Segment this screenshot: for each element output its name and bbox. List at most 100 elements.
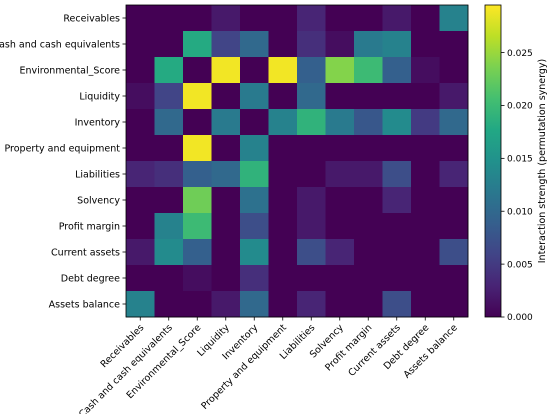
heatmap-cell xyxy=(382,291,412,318)
heatmap-cell xyxy=(439,291,469,318)
heatmap-cell xyxy=(268,213,298,240)
heatmap-cell xyxy=(240,161,269,188)
heatmap-cell xyxy=(297,31,326,58)
heatmap-cell xyxy=(240,109,269,136)
heatmap-cell xyxy=(183,187,212,214)
y-tick-label: Debt degree xyxy=(61,274,120,285)
heatmap-cell xyxy=(411,161,440,188)
heatmap-cell xyxy=(439,109,469,136)
colorbar-gradient xyxy=(484,4,502,318)
heatmap-cell xyxy=(411,291,440,318)
heatmap-cell xyxy=(183,5,212,32)
heatmap-cell xyxy=(354,135,383,162)
heatmap-cell xyxy=(411,239,440,266)
y-tick-label: Property and equipment xyxy=(4,144,120,155)
heatmap-cell xyxy=(154,57,184,84)
heatmap-cell xyxy=(325,5,355,32)
heatmap-cell xyxy=(126,83,155,110)
heatmap-cell xyxy=(297,161,326,188)
heatmap-cell xyxy=(240,213,269,240)
heatmap-cell xyxy=(354,187,383,214)
y-tick-label: Environmental_Score xyxy=(20,66,121,77)
colorbar-tick-label: 0.025 xyxy=(507,49,533,59)
heatmap-cell xyxy=(268,109,298,136)
heatmap-cell xyxy=(354,57,383,84)
heatmap-cell xyxy=(439,265,469,292)
x-tick-label: Assets balance xyxy=(402,322,460,380)
heatmap-cell xyxy=(240,291,269,318)
colorbar: 0.000 0.005 0.010 0.015 0.020 0.025 Interacti… xyxy=(484,4,548,323)
heatmap-cell xyxy=(325,291,355,318)
heatmap-cell xyxy=(240,135,269,162)
heatmap-cell xyxy=(297,265,326,292)
y-tick-label: Inventory xyxy=(75,118,121,129)
y-tick-label: Liquidity xyxy=(79,92,120,103)
y-tick-label: Liabilities xyxy=(75,170,120,181)
heatmap-cell xyxy=(268,291,298,318)
heatmap-cell xyxy=(126,5,155,32)
heatmap-cell xyxy=(240,83,269,110)
heatmap-cell xyxy=(211,291,241,318)
heatmap-cell xyxy=(297,239,326,266)
heatmap-cell xyxy=(297,5,326,32)
heatmap-cell xyxy=(240,5,269,32)
y-axis: Receivables Cash and cash equivalents Envi… xyxy=(0,14,126,311)
heatmap-cell xyxy=(439,161,469,188)
heatmap-cell xyxy=(126,135,155,162)
heatmap-cell xyxy=(126,239,155,266)
heatmap-cell xyxy=(382,57,412,84)
y-tick-label: Receivables xyxy=(63,14,120,25)
heatmap-cell xyxy=(211,135,241,162)
heatmap-cell xyxy=(268,5,298,32)
heatmap-cell xyxy=(268,187,298,214)
colorbar-tick-label: 0.005 xyxy=(507,260,533,270)
heatmap-cell xyxy=(382,239,412,266)
heatmap-cell xyxy=(154,213,184,240)
heatmap-cell xyxy=(154,187,184,214)
heatmap-cell xyxy=(382,135,412,162)
heatmap-cell xyxy=(439,57,469,84)
heatmap-cell xyxy=(382,213,412,240)
heatmap-cell xyxy=(126,31,155,58)
plot-frame xyxy=(125,4,469,318)
heatmap-cell xyxy=(354,31,383,58)
heatmap-cell xyxy=(325,187,355,214)
heatmap-cell xyxy=(325,57,355,84)
heatmap-cell xyxy=(211,265,241,292)
heatmap-cell xyxy=(240,57,269,84)
heatmap-cell xyxy=(325,31,355,58)
heatmap-cell xyxy=(354,109,383,136)
heatmap-cell xyxy=(325,135,355,162)
heatmap-cell xyxy=(354,161,383,188)
heatmap-cell xyxy=(154,291,184,318)
heatmap-cell xyxy=(325,83,355,110)
colorbar-tick-label: 0.000 xyxy=(507,313,533,323)
heatmap-cell xyxy=(382,31,412,58)
heatmap-cell xyxy=(411,57,440,84)
heatmap-cell xyxy=(268,57,298,84)
colorbar-tick-label: 0.010 xyxy=(507,207,533,217)
heatmap-cell xyxy=(411,213,440,240)
heatmap-cell xyxy=(183,83,212,110)
heatmap-cell xyxy=(154,83,184,110)
heatmap-cell xyxy=(183,239,212,266)
heatmap-cell xyxy=(126,291,155,318)
y-tick-label: Cash and cash equivalents xyxy=(0,40,120,51)
heatmap-cell xyxy=(354,291,383,318)
colorbar-label: Interaction strength (permutation synerg… xyxy=(537,59,548,264)
y-tick-label: Profit margin xyxy=(59,222,120,233)
heatmap-cell xyxy=(439,213,469,240)
heatmap-cell xyxy=(382,109,412,136)
heatmap-cell xyxy=(354,265,383,292)
heatmap-cell xyxy=(126,109,155,136)
heatmap-cell xyxy=(325,213,355,240)
heatmap-cell xyxy=(126,265,155,292)
heatmap-cell xyxy=(154,239,184,266)
heatmap-cell xyxy=(297,83,326,110)
heatmap-cell xyxy=(126,57,155,84)
heatmap-cell xyxy=(268,83,298,110)
heatmap-cell xyxy=(211,109,241,136)
heatmap-cell xyxy=(211,31,241,58)
y-tick-label: Current assets xyxy=(51,248,120,259)
